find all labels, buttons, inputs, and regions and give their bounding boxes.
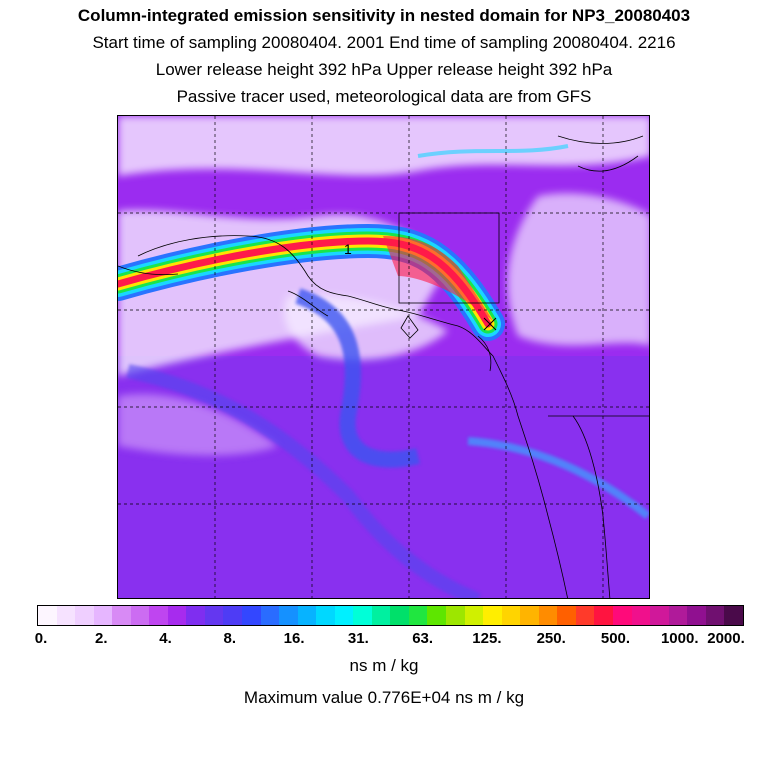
- colorbar-cell: [520, 606, 539, 625]
- colorbar-cell: [538, 606, 558, 625]
- colorbar-cell: [38, 606, 57, 625]
- map-canvas: 1: [118, 116, 649, 598]
- colorbar-cell: [112, 606, 131, 625]
- colorbar-cell: [631, 606, 651, 625]
- colorbar-cell: [687, 606, 706, 625]
- map-title: Column-integrated emission sensitivity i…: [77, 6, 691, 25]
- colorbar-tick-label: 8.: [223, 630, 237, 647]
- lat-lon-grid: [118, 116, 649, 598]
- colorbar-cell: [650, 606, 669, 625]
- colorbar-tick-label: 125.: [472, 630, 502, 647]
- colorbar-cell: [56, 606, 76, 625]
- sampling-times: Start time of sampling 20080404. 2001 En…: [92, 33, 676, 52]
- colorbar-tick-label: 4.: [159, 630, 172, 647]
- colorbar-tick-label: 0.: [34, 630, 48, 647]
- colorbar-cell: [75, 606, 94, 625]
- colorbar-cell: [297, 606, 317, 625]
- trajectory-trails: [126, 144, 649, 598]
- colorbar-units: ns m / kg: [349, 656, 419, 675]
- colorbar-tick-label: 63.: [412, 630, 434, 647]
- maximum-value: Maximum value 0.776E+04 ns m / kg: [243, 688, 525, 707]
- colorbar-cell: [353, 606, 372, 625]
- colorbar-cell: [204, 606, 224, 625]
- colorbar-cell: [557, 606, 576, 625]
- colorbar-tick-label: 31.: [347, 630, 369, 647]
- colorbar-cell: [242, 606, 261, 625]
- colorbar-cell: [464, 606, 484, 625]
- colorbar-cell: [408, 606, 428, 625]
- colorbar-cell: [724, 606, 743, 625]
- colorbar-tick-label: 250.: [536, 630, 566, 647]
- colorbar-cell: [167, 606, 187, 625]
- colorbar-tick-labels: 0. 2. 4. 8. 16. 31. 63. 125. 250. 500. 1000. 2000.: [0, 630, 768, 650]
- trajectory-label: 1: [344, 241, 352, 257]
- sensitivity-map: 1: [117, 115, 650, 599]
- colorbar-tick-label: 2000.: [707, 630, 745, 647]
- release-heights: Lower release height 392 hPa Upper relea…: [155, 60, 613, 79]
- colorbar-cell: [371, 606, 391, 625]
- colorbar-cell: [130, 606, 150, 625]
- plume-core: [383, 236, 493, 321]
- tracer-info: Passive tracer used, meteorological data…: [176, 87, 592, 106]
- colorbar-cell: [483, 606, 502, 625]
- colorbar-cell: [705, 606, 725, 625]
- colorbar-cell: [501, 606, 521, 625]
- release-location-marker: [483, 317, 497, 331]
- coastlines: [118, 135, 649, 598]
- colorbar-cell: [149, 606, 168, 625]
- colorbar-tick-label: 2.: [95, 630, 108, 647]
- colorbar: [37, 605, 744, 626]
- colorbar-cell: [279, 606, 298, 625]
- colorbar-cell: [93, 606, 113, 625]
- colorbar-cell: [260, 606, 280, 625]
- colorbar-cell: [223, 606, 243, 625]
- colorbar-tick-label: 1000.: [660, 630, 699, 647]
- colorbar-tick-label: 16.: [283, 630, 305, 647]
- colorbar-cell: [446, 606, 465, 625]
- colorbar-cell: [316, 606, 335, 625]
- colorbar-cell: [334, 606, 354, 625]
- colorbar-cell: [668, 606, 688, 625]
- colorbar-cell: [575, 606, 595, 625]
- colorbar-cell: [594, 606, 613, 625]
- colorbar-cell: [612, 606, 632, 625]
- colorbar-cell: [186, 606, 205, 625]
- colorbar-cell: [390, 606, 409, 625]
- colorbar-cell: [427, 606, 447, 625]
- colorbar-tick-label: 500.: [600, 630, 631, 647]
